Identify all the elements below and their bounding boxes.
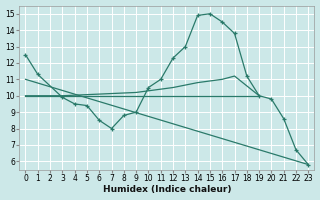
X-axis label: Humidex (Indice chaleur): Humidex (Indice chaleur) — [103, 185, 231, 194]
